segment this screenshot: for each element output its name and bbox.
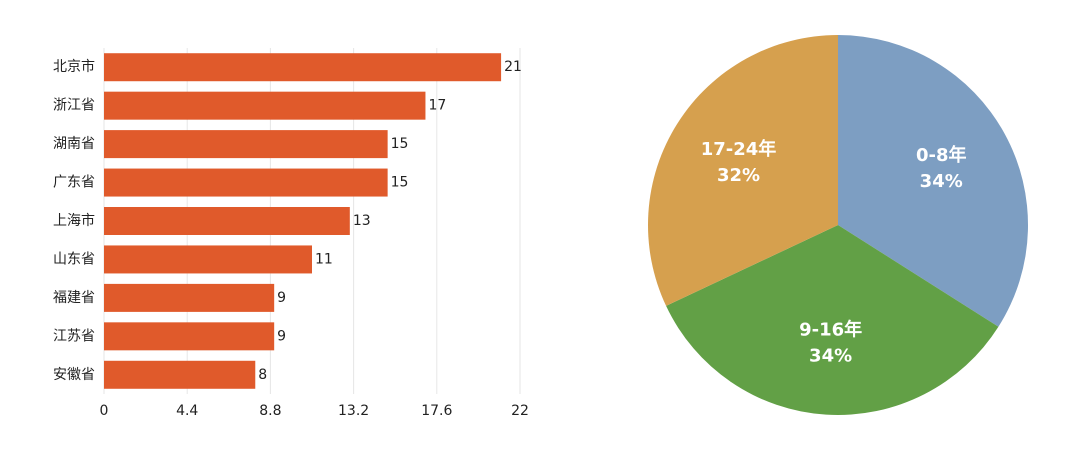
pie-slice	[666, 225, 999, 415]
pie-slice	[838, 35, 1029, 327]
slice-value: 34%	[920, 171, 963, 192]
y-tick-label: 福建省	[53, 290, 95, 306]
y-tick-label: 浙江省	[53, 98, 95, 114]
x-tick-label: 13.2	[338, 403, 369, 419]
slice-label: 9-16年	[799, 319, 862, 341]
x-tick-label: 22	[511, 403, 529, 419]
bar	[104, 130, 388, 159]
value-label: 15	[391, 175, 409, 191]
y-tick-label: 北京市	[53, 58, 95, 75]
x-tick-label: 17.6	[421, 403, 452, 419]
y-tick-label: 上海市	[53, 212, 95, 229]
bar	[104, 245, 312, 274]
bar	[104, 91, 426, 120]
value-label: 9	[277, 328, 286, 344]
value-label: 9	[277, 290, 286, 306]
slice-label: 17-24年	[701, 138, 777, 160]
bar	[104, 283, 275, 312]
x-tick-label: 8.8	[259, 403, 281, 419]
y-tick-label: 湖南省	[53, 136, 95, 152]
value-label: 17	[428, 98, 446, 114]
value-label: 15	[391, 136, 409, 152]
value-label: 21	[504, 59, 522, 75]
y-tick-label: 安徽省	[53, 367, 95, 383]
pie-slice	[648, 35, 838, 306]
bar	[104, 360, 256, 389]
y-tick-label: 广东省	[53, 175, 95, 191]
slice-value: 32%	[717, 165, 760, 186]
y-tick-label: 山东省	[53, 251, 95, 267]
slice-value: 34%	[809, 346, 852, 367]
bar	[104, 53, 502, 82]
value-label: 13	[353, 213, 371, 229]
x-tick-label: 0	[100, 403, 109, 419]
bar	[104, 207, 350, 235]
bar	[104, 168, 388, 197]
value-label: 8	[258, 367, 267, 383]
slice-label: 0-8年	[916, 144, 967, 166]
x-tick-label: 4.4	[176, 403, 198, 419]
y-tick-label: 江苏省	[53, 328, 95, 344]
value-label: 11	[315, 251, 333, 267]
bar	[104, 322, 275, 351]
